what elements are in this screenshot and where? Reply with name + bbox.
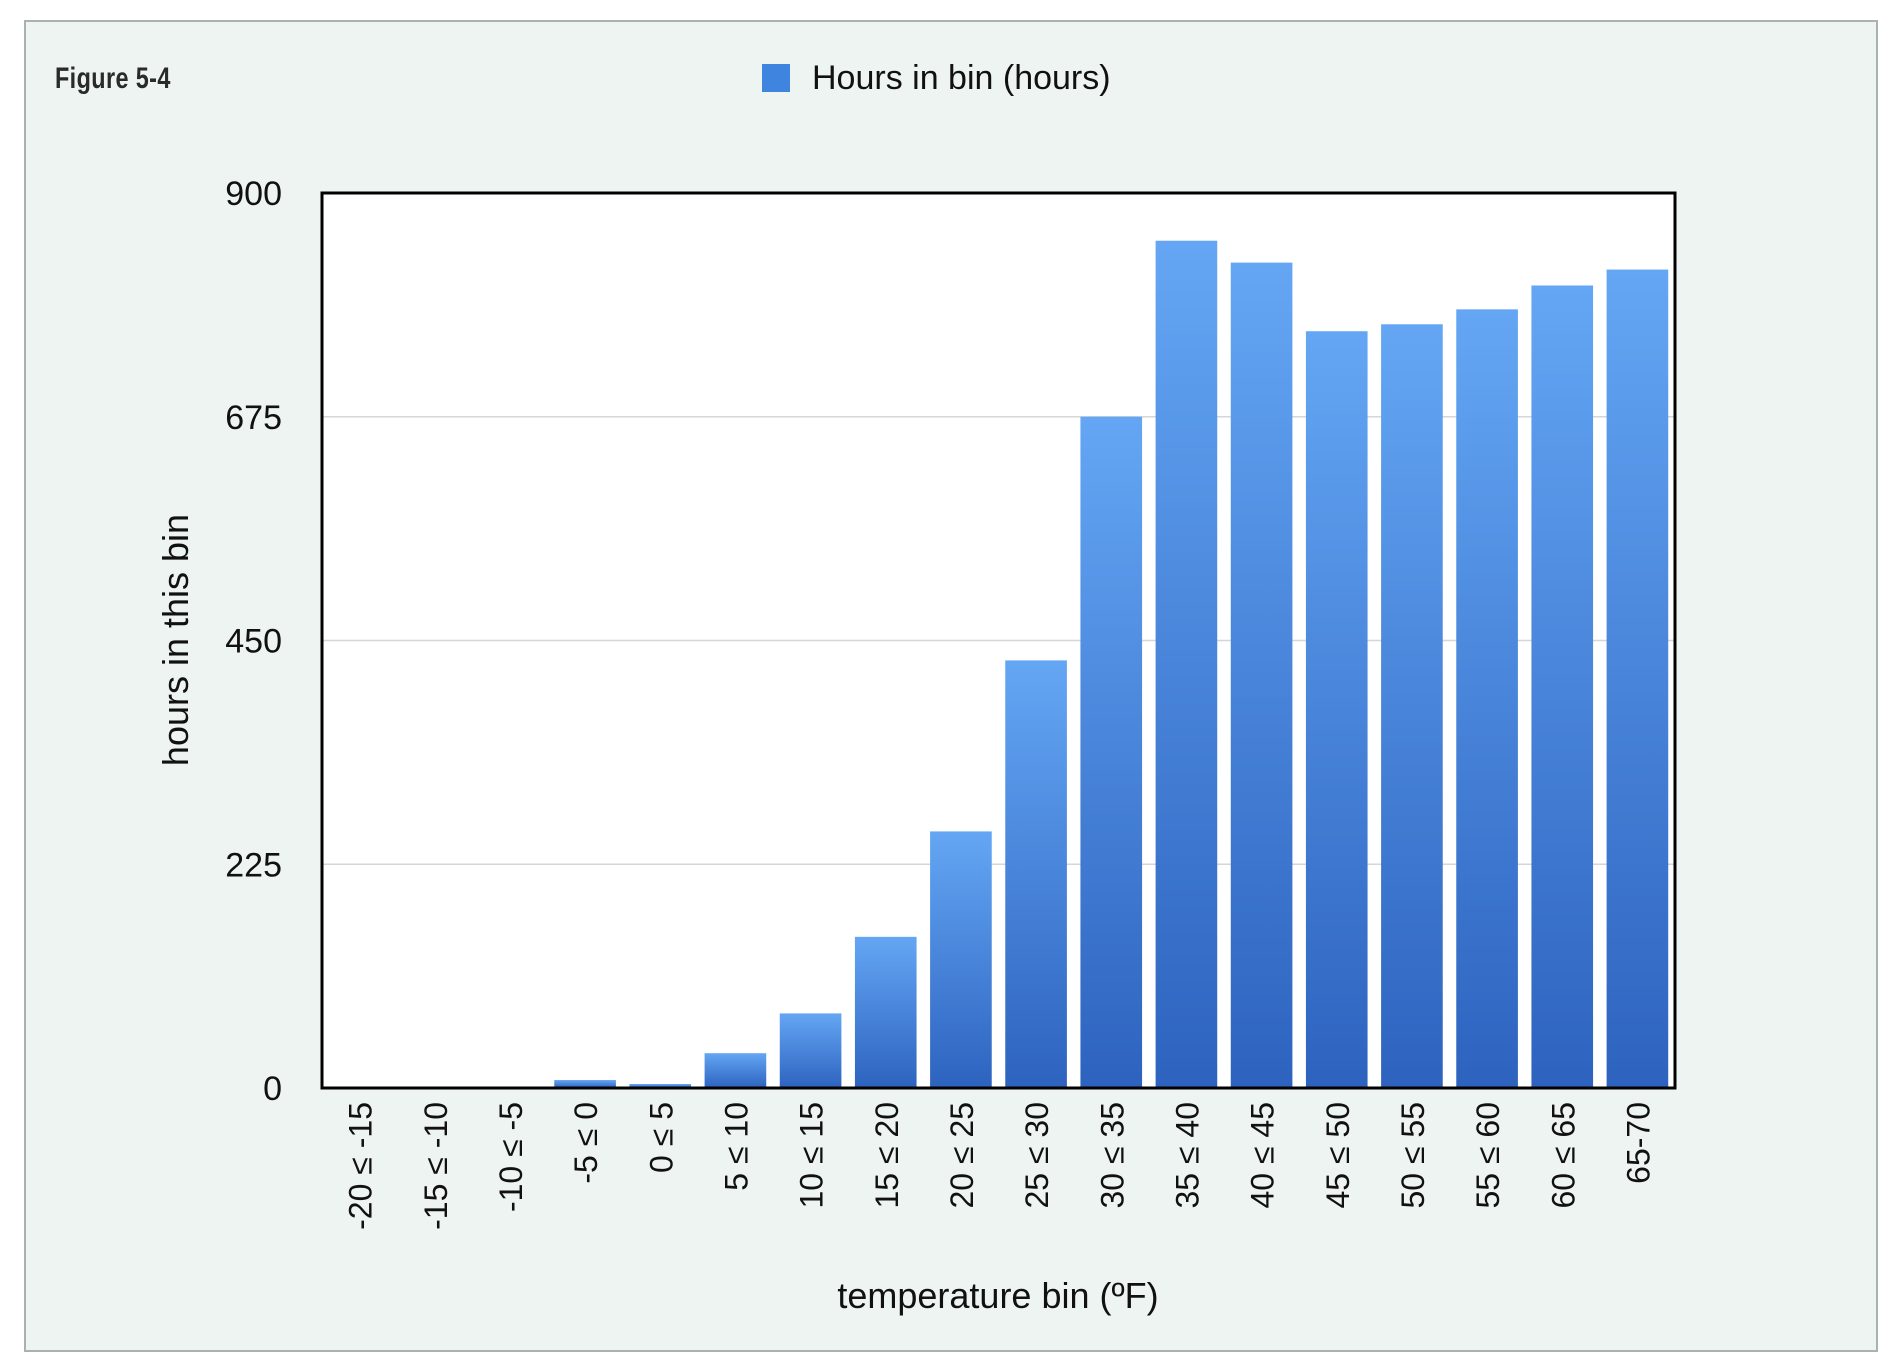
x-tick-label: 15 ≤ 20 — [869, 1102, 905, 1209]
y-tick-label: 900 — [225, 175, 282, 213]
x-tick-label: 25 ≤ 30 — [1019, 1102, 1055, 1209]
plot-border — [320, 191, 1677, 1090]
bar — [854, 936, 917, 1088]
x-tick-labels: -20 ≤ -15 -15 ≤ -10 -10 ≤ -5 -5 ≤ 0 0 ≤ 5 5 ≤… — [343, 1102, 1657, 1230]
bar — [930, 831, 992, 1088]
grid-lines — [322, 416, 1675, 865]
legend: Hours in bin (hours) — [762, 59, 1111, 97]
bar — [704, 1053, 767, 1088]
legend-label: Hours in bin (hours) — [812, 59, 1111, 97]
x-tick-label: 40 ≤ 45 — [1245, 1102, 1281, 1209]
legend-swatch — [762, 64, 790, 92]
x-tick-label: 60 ≤ 65 — [1545, 1102, 1581, 1209]
bar — [1606, 269, 1669, 1088]
y-tick-label: 0 — [263, 1070, 282, 1108]
x-tick-label: 45 ≤ 50 — [1320, 1102, 1356, 1209]
bar — [629, 1084, 692, 1088]
x-tick-label: 30 ≤ 35 — [1094, 1102, 1130, 1209]
bar — [779, 1013, 842, 1088]
bar — [1531, 285, 1594, 1088]
x-tick-label: 50 ≤ 55 — [1395, 1102, 1431, 1209]
y-tick-label: 450 — [225, 623, 282, 661]
bar — [1305, 331, 1368, 1088]
x-axis-label: temperature bin (ºF) — [837, 1275, 1158, 1316]
bars — [554, 240, 1669, 1089]
x-tick-label: 5 ≤ 10 — [718, 1102, 754, 1191]
x-tick-label: -5 ≤ 0 — [568, 1102, 604, 1184]
x-tick-label: 35 ≤ 40 — [1169, 1102, 1205, 1209]
figure-label: Figure 5-4 — [55, 62, 171, 95]
y-tick-labels: 0 225 450 675 900 — [225, 175, 282, 1108]
bar — [1230, 262, 1293, 1089]
bar — [1080, 416, 1143, 1088]
y-tick-label: 675 — [225, 399, 282, 437]
bar — [1456, 309, 1518, 1089]
x-tick-label: -15 ≤ -10 — [418, 1102, 454, 1230]
bar — [1155, 240, 1218, 1088]
x-tick-label: -20 ≤ -15 — [343, 1102, 379, 1230]
x-tick-label: -10 ≤ -5 — [493, 1102, 529, 1212]
x-tick-label: 65-70 — [1620, 1102, 1656, 1184]
x-tick-label: 20 ≤ 25 — [944, 1102, 980, 1209]
bar — [1381, 324, 1443, 1088]
x-tick-label: 10 ≤ 15 — [794, 1102, 830, 1209]
y-axis-label: hours in this bin — [155, 514, 196, 766]
x-tick-label: 55 ≤ 60 — [1470, 1102, 1506, 1209]
bar — [554, 1080, 616, 1088]
x-tick-label: 0 ≤ 5 — [643, 1102, 679, 1173]
y-tick-label: 225 — [225, 846, 282, 884]
bar — [1005, 660, 1067, 1088]
